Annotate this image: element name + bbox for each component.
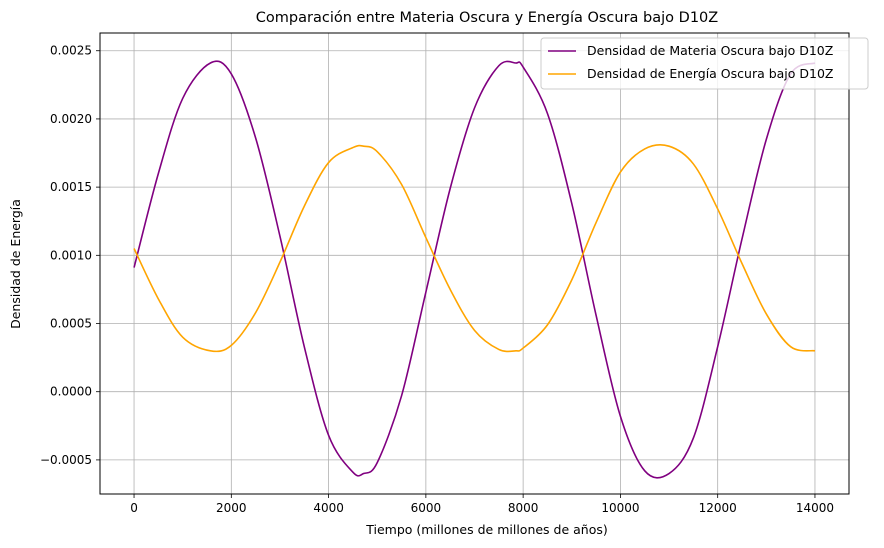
y-tick-label: 0.0015 <box>50 180 92 194</box>
series-line-dark-matter <box>133 60 816 479</box>
x-tick-label: 8000 <box>508 501 539 515</box>
plot-frame <box>99 32 850 495</box>
y-tick-label: 0.0020 <box>50 112 92 126</box>
x-tick-label: 14000 <box>796 501 834 515</box>
x-tick-label: 4000 <box>313 501 344 515</box>
y-tick-label: 0.0010 <box>50 248 92 262</box>
legend-label-dark-matter: Densidad de Materia Oscura bajo D10Z <box>587 43 833 58</box>
x-tick-label: 10000 <box>601 501 639 515</box>
legend: Densidad de Materia Oscura bajo D10Z Den… <box>540 37 869 90</box>
chart-title: Comparación entre Materia Oscura y Energ… <box>256 10 718 26</box>
y-tick-label: 0.0000 <box>50 385 92 399</box>
x-axis-label: Tiempo (millones de millones de años) <box>365 522 608 537</box>
x-tick-label: 6000 <box>411 501 442 515</box>
y-tick-label: 0.0025 <box>50 44 92 58</box>
axis-ticks: 0 2000 4000 6000 8000 10000 12000 14000 −0.0005 0… <box>40 44 834 515</box>
y-tick-label: −0.0005 <box>40 453 92 467</box>
y-axis-label: Densidad de Energía <box>8 199 23 329</box>
y-tick-label: 0.0005 <box>50 317 92 331</box>
series-line-dark-energy <box>133 144 816 353</box>
x-tick-label: 0 <box>130 501 138 515</box>
legend-label-dark-energy: Densidad de Energía Oscura bajo D10Z <box>587 66 834 81</box>
x-tick-label: 2000 <box>216 501 247 515</box>
x-tick-label: 12000 <box>699 501 737 515</box>
plot-series <box>133 60 816 479</box>
grid <box>100 33 849 494</box>
legend-box <box>540 37 869 90</box>
